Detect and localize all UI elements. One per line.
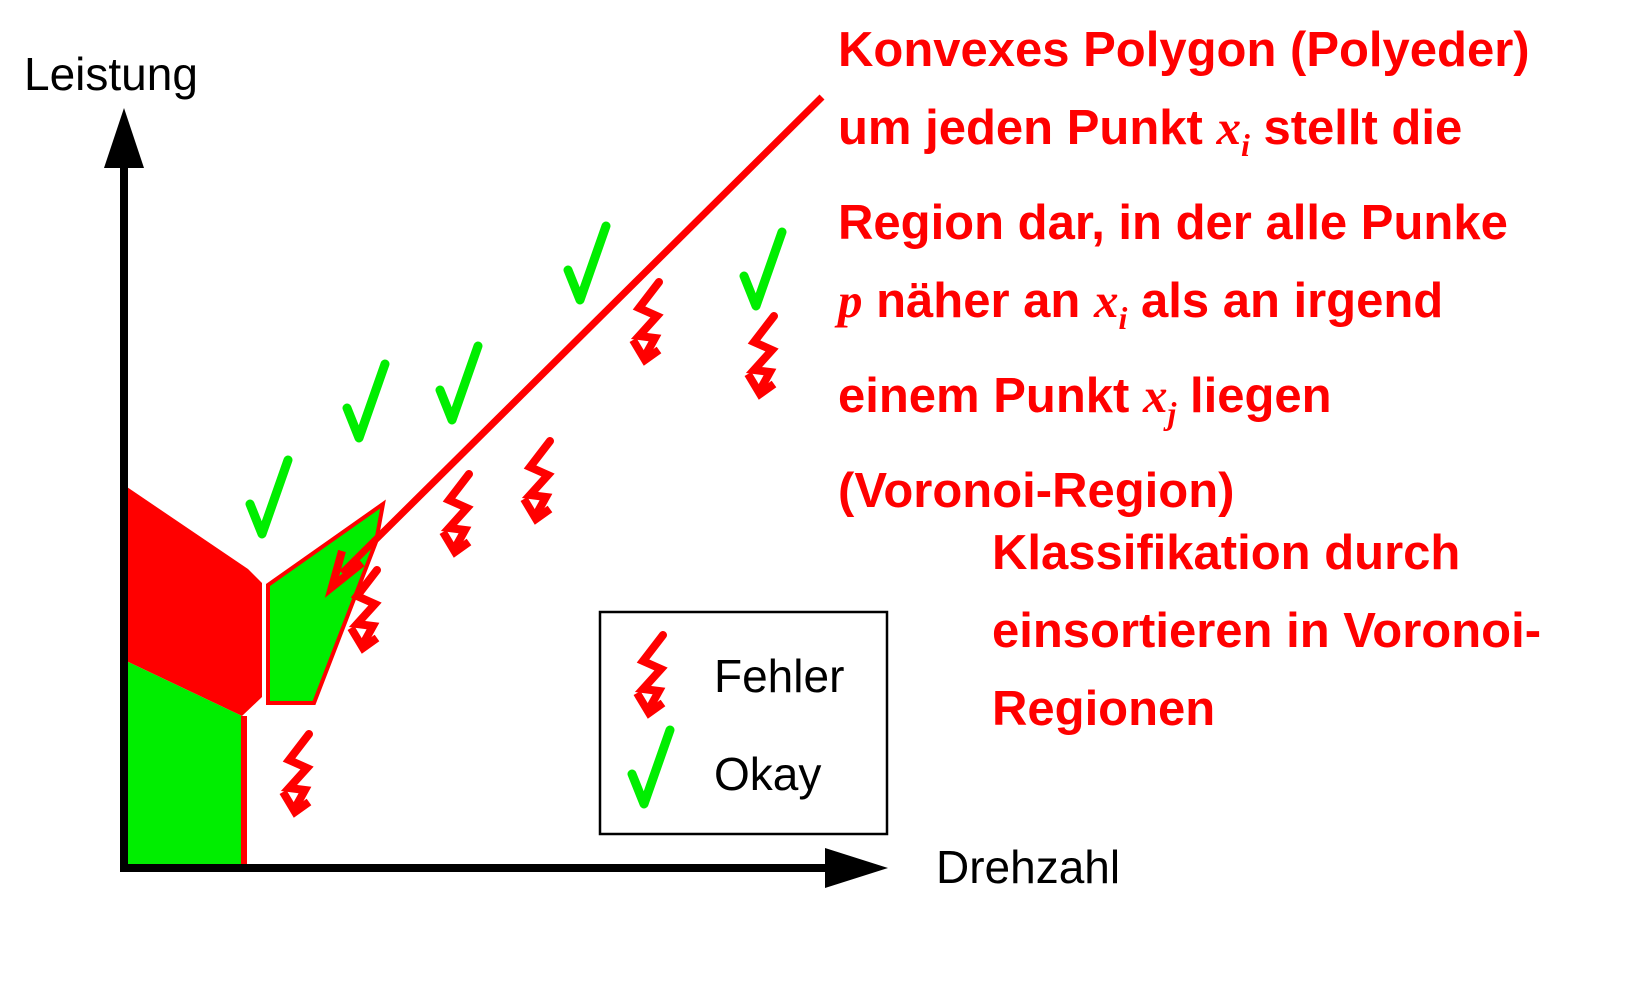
annotation-line: um jeden Punkt xi stellt die [838,100,1463,163]
y-axis-arrowhead [104,108,144,168]
fehler-point [443,474,469,552]
legend-okay-label: Okay [714,748,821,800]
voronoi-region-ok-middle [266,499,386,705]
fehler-point [524,441,550,519]
annotation-line: (Voronoi-Region) [838,464,1235,518]
okay-point [250,460,288,534]
annotation-pointer-arrowhead [324,549,365,598]
annotation-line: Klassifikation durch [992,526,1461,580]
okay-point [440,346,478,420]
fehler-point [283,734,309,812]
x-axis-arrowhead [825,848,888,888]
fehler-point [748,316,774,394]
classification-annotation: Klassifikation durch einsortieren in Vor… [992,514,1541,748]
annotation-line: Regionen [992,682,1216,736]
annotation-line: Konvexes Polygon (Polyeder) [838,23,1530,77]
annotation-line: einsortieren in Voronoi- [992,604,1542,658]
voronoi-region-fault-upper [124,485,262,716]
okay-point [568,226,606,300]
okay-point [744,232,782,306]
x-axis-label: Drehzahl [936,841,1120,893]
annotation-pointer-line [339,94,825,576]
voronoi-region-ok-lower [124,660,242,870]
okay-point [347,364,385,438]
annotation-line: einem Punkt xj liegen [838,368,1332,431]
voronoi-annotation: Konvexes Polygon (Polyeder) um jeden Pun… [838,11,1530,530]
annotation-line: Region dar, in der alle Punke [838,196,1508,250]
fehler-point [633,282,659,360]
y-axis-label: Leistung [24,48,198,100]
annotation-line: p näher an xi als an irgend [838,273,1444,336]
legend-fehler-label: Fehler [714,650,844,702]
